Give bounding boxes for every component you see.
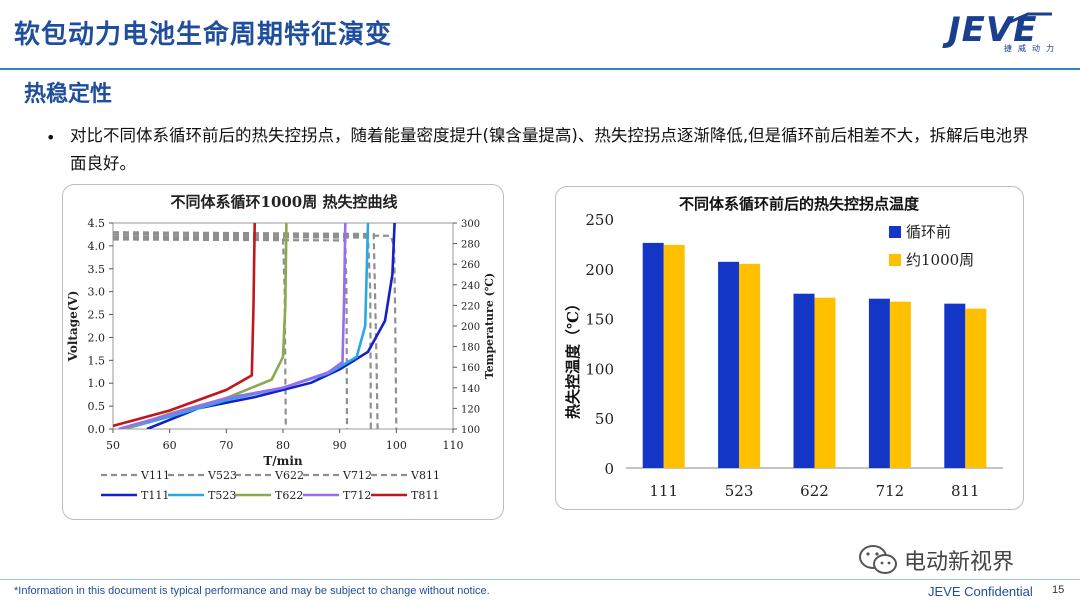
y2-tick-label: 260 [461,260,480,271]
legend-label-T712: T712 [343,489,371,502]
logo-swoosh-icon [1009,12,1052,24]
x-tick-label: 110 [443,439,464,452]
logo-subtitle: 捷威动力 [1004,44,1060,53]
bullet-marker: • [46,128,56,147]
bullet-text: 对比不同体系循环前后的热失控拐点，随着能量密度提升(镍含量提高)、热失控拐点逐渐… [70,126,1029,173]
y-tick-label: 2.0 [88,331,106,344]
x-tick-label: 811 [951,482,980,500]
page-number: 15 [1052,584,1065,596]
watermark: 电动新视界 [858,540,1014,580]
voltage-line-V523 [113,235,372,429]
legend-label-V111: V111 [140,469,170,482]
y2-tick-label: 280 [461,240,480,251]
legend-label-V811: V811 [410,469,440,482]
y-tick-label: 1.5 [88,354,106,367]
x-tick-label: 90 [333,439,347,452]
legend-label-V622: V622 [274,469,304,482]
x-tick-label: 712 [876,482,905,500]
inflection-temp-bar-chart: 不同体系循环前后的热失控拐点温度 0 50 100 150 200 250 热失控温度（℃） 1… [564,195,1003,500]
bar-523-before [718,261,740,468]
thermal-runaway-chart: 不同体系循环1000周 热失控曲线 0.0 0.5 1.0 1.5 2.0 2.5 3.0 3.… [66,193,496,502]
y-tick-label: 100 [585,360,614,378]
y-tick-label: 4.0 [88,240,106,253]
y2-tick-label: 120 [461,404,480,415]
temperature-line-T111 [146,223,396,429]
y2-tick-label: 100 [461,425,480,436]
bar-811-before [944,303,966,468]
voltage-line-V811 [113,231,379,429]
temperature-line-T811 [113,223,256,428]
temperature-line-T712 [118,223,347,429]
y2-tick-label: 300 [461,219,480,230]
voltage-line-V111 [113,233,398,429]
thermal-runaway-chart-panel: 不同体系循环1000周 热失控曲线 0.0 0.5 1.0 1.5 2.0 2.5 3.0 3.… [62,184,504,520]
footer-divider [0,579,1080,580]
legend-swatch-after [889,254,901,266]
y2-tick-label: 140 [461,384,480,395]
y-tick-label: 50 [595,410,614,428]
logo-wordmark: JEVE [948,10,1038,50]
voltage-line-V622 [113,236,287,429]
section-title: 热稳定性 [24,82,113,107]
y-axis-label: 热失控温度（℃） [564,296,582,419]
legend-label-after: 约1000周 [906,251,974,269]
y-tick-label: 150 [585,311,614,329]
bar-622-before [793,293,815,468]
bar-111-before [642,242,664,468]
y-tick-label: 3.0 [88,286,106,299]
legend-label-before: 循环前 [906,223,951,241]
y2-axis-label: Temperature (℃) [483,273,496,379]
x-tick-label: 60 [163,439,177,452]
x-tick-label: 70 [219,439,233,452]
y-tick-label: 0.0 [88,423,106,436]
y2-tick-label: 240 [461,281,480,292]
y-axis-label: Voltage(V) [66,291,80,363]
bar-111-after [663,244,685,468]
x-tick-label: 50 [106,439,120,452]
y-tick-label: 0 [604,460,614,478]
x-axis-label: T/min [263,454,303,468]
legend-label-T523: T523 [208,489,236,502]
y-tick-label: 4.5 [88,217,106,230]
y-tick-label: 200 [585,261,614,279]
company-logo: JEVE 捷威动力 [948,10,1066,56]
title-divider [0,68,1080,70]
footer-note: *Information in this document is typical… [14,585,490,597]
confidential-label: JEVE Confidential [928,584,1033,599]
legend-swatch-before [889,226,901,238]
y-tick-label: 1.0 [88,377,106,390]
legend-label-T622: T622 [275,489,303,502]
x-tick-label: 622 [800,482,829,500]
x-tick-label: 111 [649,482,678,500]
legend-label-V712: V712 [342,469,372,482]
watermark-text: 电动新视界 [904,550,1015,575]
legend-label-T111: T111 [141,489,169,502]
voltage-line-V712 [113,238,349,429]
bar-523-after [739,263,761,468]
y2-tick-label: 180 [461,343,480,354]
y2-tick-label: 200 [461,322,480,333]
x-tick-label: 523 [725,482,754,500]
x-tick-label: 80 [276,439,290,452]
bar-712-before [868,298,890,468]
bar-811-after [965,308,987,468]
bar-712-after [889,301,911,468]
wechat-icon [859,545,897,574]
legend-label-T811: T811 [411,489,439,502]
y-tick-label: 250 [585,211,614,229]
page-title: 软包动力电池生命周期特征演变 [14,20,393,50]
chart-title: 不同体系循环前后的热失控拐点温度 [679,195,920,213]
y-tick-label: 2.5 [88,309,106,322]
legend-label-V523: V523 [207,469,237,482]
y-tick-label: 3.5 [88,263,106,276]
inflection-temp-chart-panel: 不同体系循环前后的热失控拐点温度 0 50 100 150 200 250 热失控温度（℃） 1… [555,186,1024,510]
x-tick-label: 100 [386,439,407,452]
y2-tick-label: 220 [461,301,480,312]
y2-tick-label: 160 [461,363,480,374]
chart-title: 不同体系循环1000周 热失控曲线 [171,193,398,211]
bar-622-after [814,297,836,468]
y-tick-label: 0.5 [88,400,106,413]
